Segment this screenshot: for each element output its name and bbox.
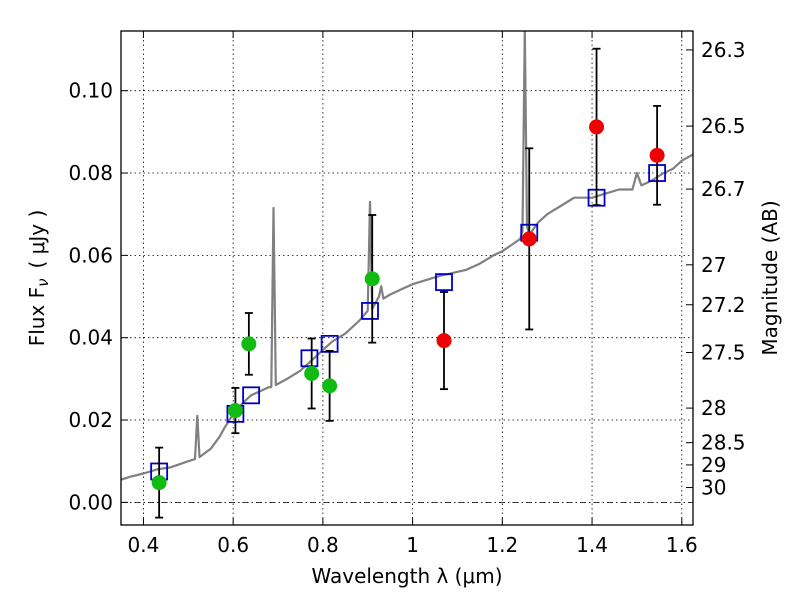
y-axis-label: Flux Fν( μJy ) bbox=[25, 210, 52, 347]
x-axis-label: Wavelength λ (μm) bbox=[311, 564, 502, 588]
x-tick-label: 1 bbox=[406, 533, 419, 557]
model-square-point bbox=[361, 302, 379, 320]
red-data-point bbox=[436, 333, 452, 349]
model-square-point bbox=[300, 349, 319, 368]
right-tick-label: 26.3 bbox=[701, 38, 746, 62]
right-axis-label: Magnitude (AB) bbox=[758, 200, 782, 355]
model-square-point bbox=[435, 273, 453, 292]
x-tick-label: 0.8 bbox=[307, 533, 339, 557]
green-data-point bbox=[364, 271, 380, 287]
x-tick-label: 0.4 bbox=[128, 533, 160, 557]
green-data-point bbox=[322, 378, 338, 394]
y-tick-label: 0.06 bbox=[68, 243, 113, 267]
y-tick-label: 0.02 bbox=[68, 408, 113, 432]
red-data-point bbox=[521, 231, 537, 247]
x-tick-label: 1.2 bbox=[486, 533, 518, 557]
y-tick-label: 0.04 bbox=[68, 326, 113, 350]
plot-frame bbox=[120, 30, 694, 526]
model-square-point bbox=[242, 386, 261, 405]
right-tick-label: 27.2 bbox=[701, 293, 746, 317]
green-data-point bbox=[151, 475, 167, 491]
y-tick-label: 0.10 bbox=[68, 79, 113, 103]
y-tick-label: 0.08 bbox=[68, 161, 113, 185]
plot-area bbox=[121, 31, 693, 519]
x-tick-label: 0.6 bbox=[217, 533, 249, 557]
x-tick-label: 1.6 bbox=[666, 533, 698, 557]
spectrum-line bbox=[121, 31, 693, 481]
axes: 0.4 0.6 0.8 1 1.2 1.4 1.6 0.00 0.02 0.04 0.06 0.08 0… bbox=[68, 31, 746, 557]
right-tick-label: 27 bbox=[701, 253, 726, 277]
green-data-point bbox=[241, 336, 257, 352]
right-tick-label: 26.7 bbox=[701, 177, 746, 201]
right-tick-label: 27.5 bbox=[701, 341, 746, 365]
right-tick-label: 28 bbox=[701, 396, 726, 420]
y-tick-label: 0.00 bbox=[68, 490, 113, 514]
right-tick-label: 26.5 bbox=[701, 114, 746, 138]
red-data-point bbox=[649, 147, 665, 163]
red-data-point bbox=[589, 119, 605, 135]
right-tick-label: 29 bbox=[701, 453, 726, 477]
green-data-point bbox=[304, 366, 320, 382]
right-tick-label: 28.5 bbox=[701, 431, 746, 455]
x-tick-label: 1.4 bbox=[576, 533, 608, 557]
right-tick-label: 30 bbox=[701, 476, 726, 500]
green-data-point bbox=[227, 403, 243, 419]
